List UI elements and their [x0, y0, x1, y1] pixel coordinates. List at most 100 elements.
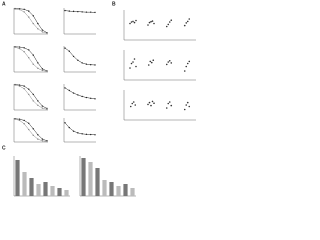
point: [28, 128, 30, 131]
dot: [132, 20, 134, 23]
curve: [14, 8, 48, 33]
point: [37, 22, 39, 25]
dot: [167, 102, 170, 105]
dot: [151, 20, 154, 22]
point: [46, 32, 48, 34]
dot: [186, 20, 189, 23]
point: [77, 132, 79, 134]
point: [37, 62, 39, 64]
axis: [123, 10, 196, 41]
dot: [150, 104, 152, 107]
bar: [29, 178, 34, 196]
dot: [165, 63, 168, 66]
point: [28, 93, 30, 96]
point: [37, 138, 39, 140]
point: [72, 92, 75, 94]
figure: A B C: [2, 1, 196, 197]
point: [23, 123, 25, 125]
point: [18, 8, 21, 11]
curve: [14, 118, 48, 142]
point: [85, 63, 88, 65]
panel-label: A: [2, 1, 6, 7]
dot: [131, 102, 134, 105]
point: [72, 55, 75, 58]
point: [23, 87, 25, 90]
point: [37, 28, 39, 30]
point: [81, 11, 83, 13]
curve: [14, 8, 48, 34]
point: [28, 49, 30, 51]
dot: [133, 21, 136, 24]
dot: [188, 105, 191, 108]
point: [23, 47, 25, 49]
point: [94, 64, 96, 66]
point: [23, 119, 25, 122]
point: [28, 122, 30, 124]
dot: [186, 101, 189, 104]
panel-label: B: [112, 1, 116, 7]
point: [37, 100, 39, 102]
axis: [13, 46, 48, 73]
dot: [167, 61, 170, 63]
point: [46, 140, 48, 143]
axis: [13, 84, 48, 111]
point: [94, 98, 96, 100]
dot: [129, 67, 131, 69]
point: [32, 15, 34, 17]
dot: [135, 19, 137, 22]
dot: [185, 104, 188, 106]
dot: [170, 62, 173, 64]
curve: [14, 46, 48, 72]
bar: [81, 158, 86, 196]
point: [28, 16, 30, 18]
point: [90, 133, 92, 136]
point: [32, 22, 34, 25]
point: [46, 70, 48, 73]
point: [85, 96, 88, 99]
point: [37, 104, 39, 107]
bar: [109, 182, 114, 196]
point: [85, 133, 88, 136]
dot: [147, 24, 149, 26]
point: [41, 105, 44, 107]
point: [94, 134, 96, 136]
dot: [185, 22, 188, 24]
dot: [132, 61, 134, 63]
dot: [134, 104, 137, 106]
point: [32, 54, 34, 56]
point: [90, 11, 92, 13]
dot: [153, 22, 155, 25]
dot: [149, 60, 152, 63]
point: [32, 128, 34, 130]
point: [32, 134, 34, 136]
bar: [88, 162, 93, 196]
curve: [14, 84, 48, 109]
panel-label: C: [2, 145, 6, 151]
point: [18, 46, 21, 48]
curve: [14, 118, 48, 142]
curve: [64, 122, 96, 136]
point: [81, 133, 83, 135]
point: [81, 62, 83, 64]
dot: [188, 18, 191, 20]
dot: [186, 62, 189, 65]
point: [32, 63, 34, 65]
point: [41, 69, 44, 72]
point: [72, 10, 75, 13]
point: [18, 119, 21, 122]
point: [28, 10, 30, 12]
axis: [63, 118, 96, 143]
point: [85, 11, 88, 13]
axis: [13, 8, 48, 35]
dot: [151, 100, 154, 103]
point: [28, 88, 30, 90]
point: [32, 93, 34, 96]
dot: [152, 59, 155, 61]
dot: [188, 60, 191, 63]
dot: [153, 102, 155, 104]
point: [23, 11, 25, 13]
dot: [165, 107, 168, 109]
bar: [102, 180, 107, 196]
bar: [36, 184, 41, 196]
bar: [116, 186, 121, 196]
